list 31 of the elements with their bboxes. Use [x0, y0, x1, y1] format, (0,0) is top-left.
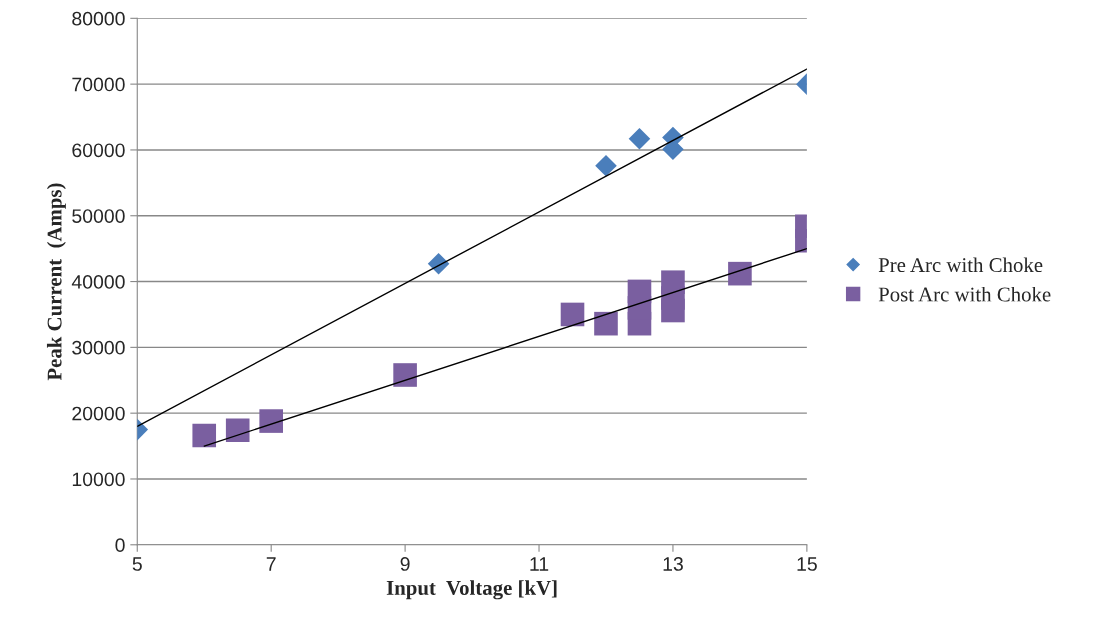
point: [560, 302, 585, 327]
point: [393, 363, 417, 387]
point: [427, 252, 450, 275]
legend-label: Post Arc with Choke: [878, 286, 1051, 302]
point: [628, 127, 651, 150]
y-tick-label: 70000: [72, 77, 125, 92]
legend-label: Pre Arc with Choke: [878, 257, 1043, 273]
y-tick-label: 10000: [72, 472, 125, 487]
y-tick-label: 20000: [72, 406, 125, 421]
x-axis-title: Input Voltage [kV]: [386, 580, 557, 600]
x-tick-label: 7: [266, 557, 276, 571]
point: [627, 279, 652, 304]
point: [225, 418, 250, 443]
point: [594, 311, 618, 336]
y-tick-label: 60000: [72, 143, 125, 158]
y-tick-label: 0: [115, 538, 125, 553]
y-tick-label: 80000: [72, 11, 125, 26]
point: [728, 261, 752, 286]
y-tick-label: 50000: [72, 209, 125, 223]
y-tick-label: 40000: [71, 275, 125, 289]
x-tick-label: 11: [530, 557, 549, 571]
point: [192, 423, 217, 448]
point: [595, 154, 617, 177]
point: [661, 270, 685, 295]
x-tick-label: 5: [132, 557, 142, 571]
y-axis-title: Peak Current (Amps): [46, 183, 66, 381]
y-tick-label: 30000: [72, 340, 125, 355]
x-tick-label: 13: [663, 557, 683, 571]
point: [259, 409, 283, 433]
x-tick-label: 15: [797, 557, 817, 571]
x-tick-label: 9: [400, 557, 410, 571]
